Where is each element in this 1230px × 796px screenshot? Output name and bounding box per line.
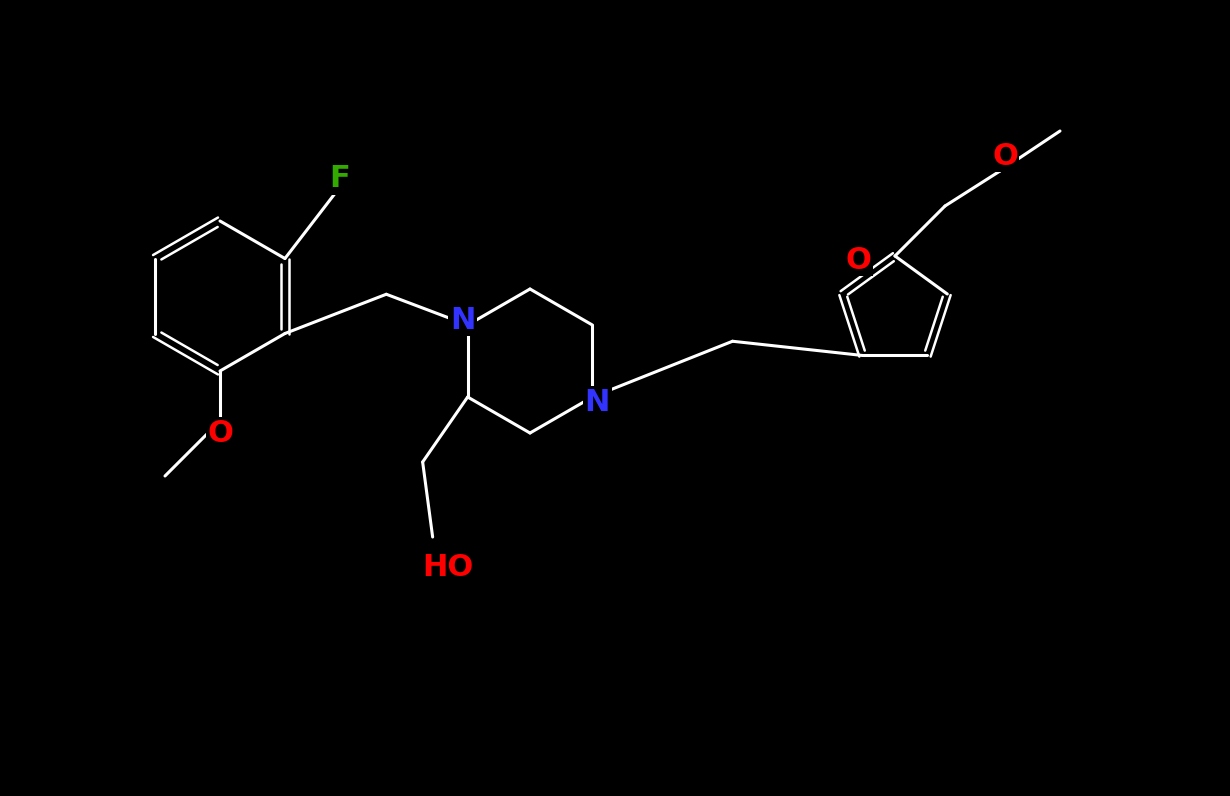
Text: O: O xyxy=(993,142,1018,170)
Text: N: N xyxy=(450,306,475,334)
Text: HO: HO xyxy=(422,552,474,582)
Text: F: F xyxy=(330,164,351,193)
Text: O: O xyxy=(207,419,232,447)
Text: O: O xyxy=(846,245,872,275)
Text: N: N xyxy=(584,388,610,416)
